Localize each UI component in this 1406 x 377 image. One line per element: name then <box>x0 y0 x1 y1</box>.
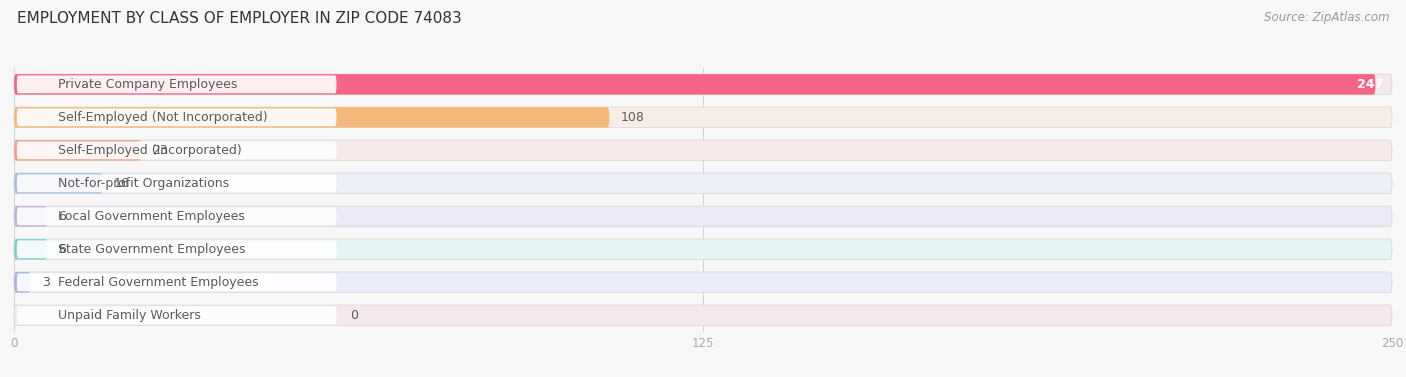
Text: Unpaid Family Workers: Unpaid Family Workers <box>58 309 201 322</box>
FancyBboxPatch shape <box>14 239 48 259</box>
Text: Private Company Employees: Private Company Employees <box>58 78 238 91</box>
Text: EMPLOYMENT BY CLASS OF EMPLOYER IN ZIP CODE 74083: EMPLOYMENT BY CLASS OF EMPLOYER IN ZIP C… <box>17 11 461 26</box>
FancyBboxPatch shape <box>17 207 336 225</box>
FancyBboxPatch shape <box>14 74 1392 95</box>
Text: Local Government Employees: Local Government Employees <box>58 210 245 223</box>
Text: 6: 6 <box>58 210 66 223</box>
Text: 16: 16 <box>114 177 129 190</box>
FancyBboxPatch shape <box>14 173 1392 193</box>
FancyBboxPatch shape <box>14 140 1392 161</box>
FancyBboxPatch shape <box>14 173 103 193</box>
Text: 0: 0 <box>350 309 359 322</box>
FancyBboxPatch shape <box>14 74 1375 95</box>
FancyBboxPatch shape <box>17 241 336 258</box>
Text: 6: 6 <box>58 243 66 256</box>
FancyBboxPatch shape <box>14 107 609 127</box>
FancyBboxPatch shape <box>14 206 48 227</box>
FancyBboxPatch shape <box>17 307 336 324</box>
FancyBboxPatch shape <box>17 175 336 192</box>
FancyBboxPatch shape <box>17 141 336 159</box>
Text: Not-for-profit Organizations: Not-for-profit Organizations <box>58 177 229 190</box>
FancyBboxPatch shape <box>17 109 336 126</box>
FancyBboxPatch shape <box>14 305 1392 325</box>
FancyBboxPatch shape <box>14 206 1392 227</box>
FancyBboxPatch shape <box>17 273 336 291</box>
Text: Self-Employed (Not Incorporated): Self-Employed (Not Incorporated) <box>58 111 267 124</box>
Text: 108: 108 <box>620 111 644 124</box>
FancyBboxPatch shape <box>14 107 1392 127</box>
Text: Source: ZipAtlas.com: Source: ZipAtlas.com <box>1264 11 1389 24</box>
FancyBboxPatch shape <box>14 239 1392 259</box>
FancyBboxPatch shape <box>17 75 336 93</box>
FancyBboxPatch shape <box>14 272 31 293</box>
Text: 247: 247 <box>1357 78 1384 91</box>
Text: Self-Employed (Incorporated): Self-Employed (Incorporated) <box>58 144 242 157</box>
FancyBboxPatch shape <box>14 272 1392 293</box>
Text: Federal Government Employees: Federal Government Employees <box>58 276 259 289</box>
Text: 23: 23 <box>152 144 167 157</box>
FancyBboxPatch shape <box>14 140 141 161</box>
Text: 3: 3 <box>42 276 49 289</box>
Text: State Government Employees: State Government Employees <box>58 243 246 256</box>
